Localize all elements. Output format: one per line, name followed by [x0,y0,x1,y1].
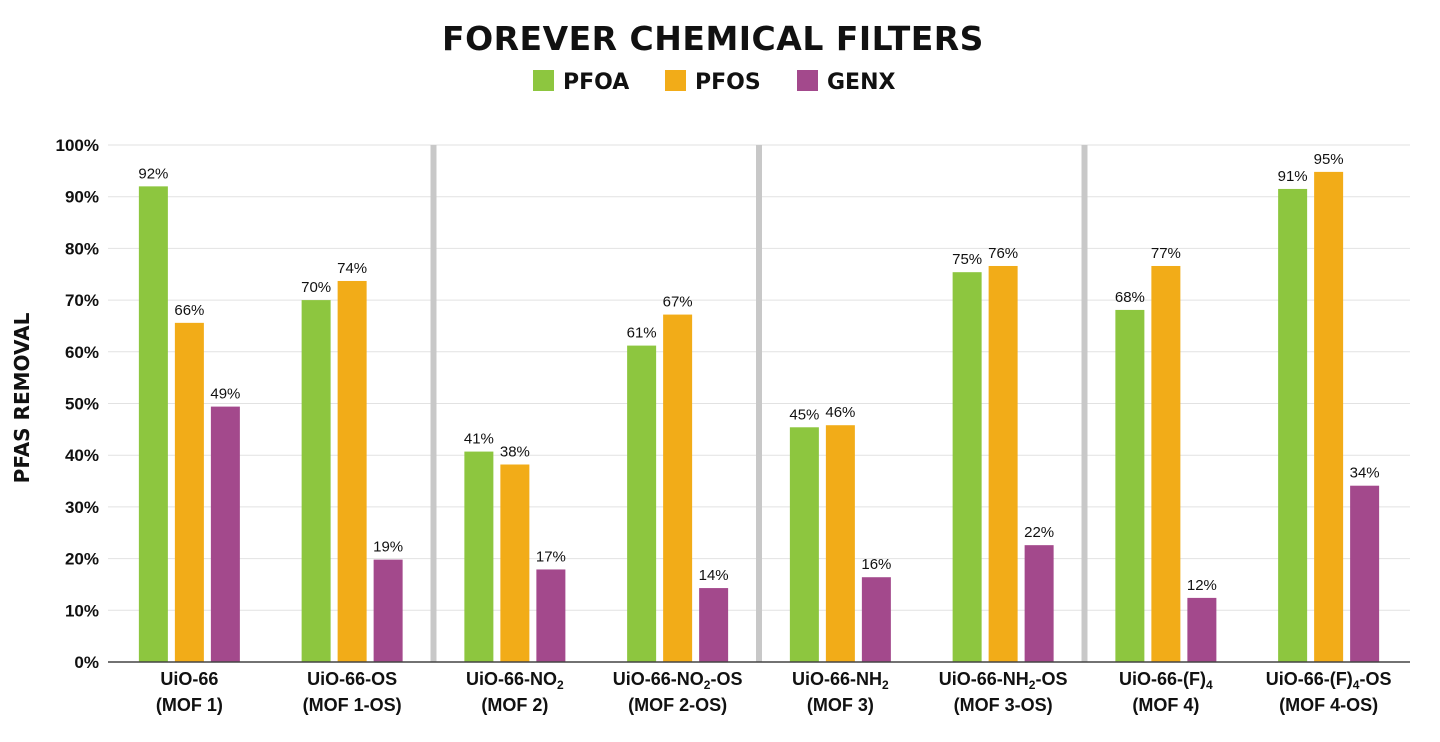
bar-pfoa [952,272,982,662]
category-label: UiO-66-(F)4-OS [1266,669,1392,692]
y-tick-label: 10% [65,601,99,620]
legend-label-genx: GENX [827,70,895,95]
data-label-genx: 49% [210,386,240,403]
y-tick-label: 40% [65,446,99,465]
category-sublabel: (MOF 4) [1132,695,1199,715]
bar-genx [861,577,891,662]
data-label-genx: 22% [1024,524,1054,541]
bar-pfos [1151,265,1181,662]
bar-pfos [663,314,693,662]
bar-genx [373,559,403,662]
chart-title: FOREVER CHEMICAL FILTERS [442,19,984,58]
y-tick-label: 0% [74,653,99,672]
data-label-pfoa: 91% [1278,168,1308,185]
bar-genx [699,588,729,662]
category-sublabel: (MOF 3) [807,695,874,715]
category-label: UiO-66-OS [307,669,397,689]
bar-pfoa [627,345,657,662]
category-sublabel: (MOF 1) [156,695,223,715]
data-label-pfos: 95% [1314,151,1344,168]
category-sublabel: (MOF 3-OS) [954,695,1053,715]
data-label-pfoa: 68% [1115,289,1145,306]
bar-pfoa [301,300,331,662]
bar-pfos [988,265,1018,662]
category-label: UiO-66-NH2 [792,669,889,692]
data-label-pfos: 67% [663,294,693,311]
y-tick-label: 90% [65,188,99,207]
bar-genx [210,406,240,662]
data-label-pfoa: 75% [952,251,982,268]
group-separators [430,145,1088,662]
bar-pfos [825,425,855,662]
legend-swatch-pfos [665,70,686,91]
data-label-genx: 34% [1350,465,1380,482]
y-axis-ticks: 0% 10% 20% 30% 40% 50% 60% 70% 80% 90% 100% [56,136,99,672]
category-sublabel: (MOF 4-OS) [1279,695,1378,715]
category-sublabel: (MOF 2) [481,695,548,715]
data-label-genx: 19% [373,539,403,556]
legend-swatch-pfoa [533,70,554,91]
category-sublabel: (MOF 2-OS) [628,695,727,715]
y-tick-label: 80% [65,239,99,258]
bar-pfoa [1115,309,1145,662]
data-label-pfoa: 61% [627,325,657,342]
bar-pfoa [464,451,494,662]
data-label-pfos: 66% [174,302,204,319]
y-tick-label: 30% [65,498,99,517]
category-label: UiO-66 [160,669,218,689]
category-label: UiO-66-NO2-OS [613,669,743,692]
bars [138,171,1380,663]
legend-label-pfoa: PFOA [563,70,629,95]
data-label-pfos: 74% [337,260,367,277]
category-label: UiO-66-NO2 [466,669,564,692]
data-label-genx: 14% [699,567,729,584]
y-axis-label: PFAS REMOVAL [10,312,34,483]
category-sublabel: (MOF 1-OS) [303,695,402,715]
data-label-pfos: 77% [1151,245,1181,262]
y-tick-label: 50% [65,395,99,414]
data-label-genx: 12% [1187,577,1217,594]
data-labels: 92% 66% 49% 70% 74% 19% 41% 38% 17% 61% 67% 14% 45% 4… [138,151,1379,594]
legend-label-pfos: PFOS [695,70,761,95]
bar-pfos [174,322,204,662]
data-label-pfoa: 70% [301,279,331,296]
data-label-pfos: 38% [500,444,530,461]
data-label-pfos: 46% [825,404,855,421]
bar-pfos [1314,171,1344,662]
category-label: UiO-66-NH2-OS [939,669,1068,692]
bar-genx [536,569,566,662]
y-tick-label: 100% [56,136,99,155]
bar-genx [1187,597,1217,662]
y-tick-label: 70% [65,291,99,310]
data-label-pfoa: 41% [464,431,494,448]
data-label-pfoa: 45% [789,406,819,423]
data-label-genx: 17% [536,548,566,565]
bar-pfoa [1278,188,1308,662]
bar-pfoa [789,427,819,662]
legend-swatch-genx [797,70,818,91]
bar-genx [1350,485,1380,662]
bar-pfos [500,464,530,662]
bar-genx [1024,545,1054,662]
bar-pfoa [138,186,168,663]
legend: PFOA PFOS GENX [533,70,895,95]
category-labels: UiO-66 (MOF 1) UiO-66-OS (MOF 1-OS) UiO-66-N… [156,669,1392,715]
y-tick-label: 20% [65,550,99,569]
y-tick-label: 60% [65,343,99,362]
data-label-pfos: 76% [988,245,1018,262]
category-label: UiO-66-(F)4 [1119,669,1213,692]
data-label-pfoa: 92% [138,165,168,182]
bar-pfos [337,280,367,662]
data-label-genx: 16% [861,556,891,573]
